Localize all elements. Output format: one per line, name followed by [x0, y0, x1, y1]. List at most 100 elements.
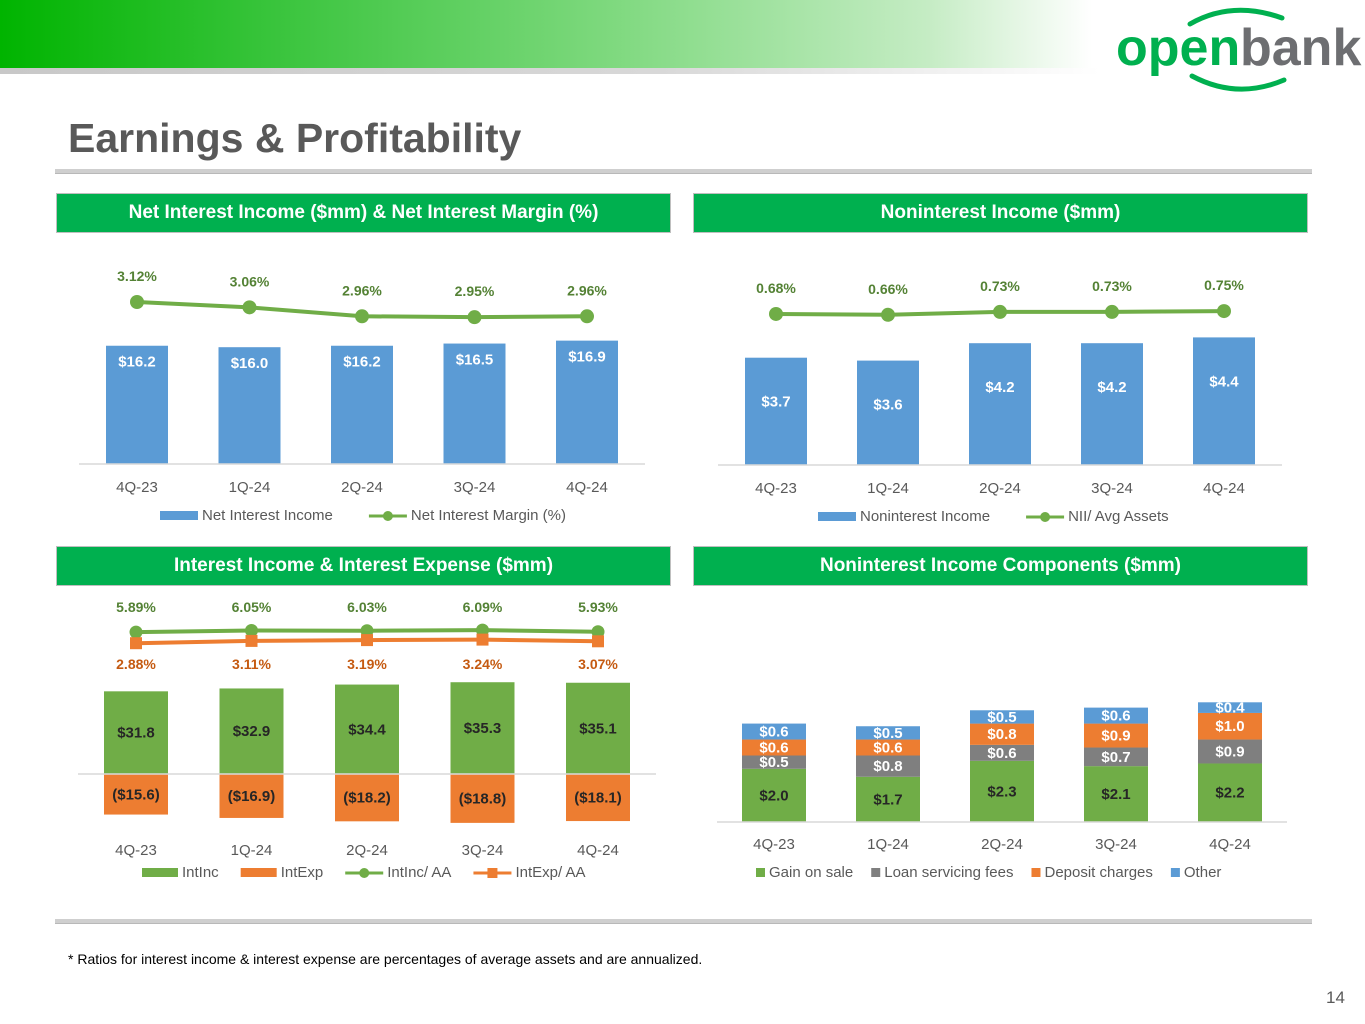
- panel-header-interest-income-expense: Interest Income & Interest Expense ($mm): [56, 546, 671, 586]
- bar-segment-gain-on-sale: [856, 776, 920, 822]
- x-tick-label: 1Q-24: [867, 836, 909, 853]
- legend-label-other: Other: [1184, 864, 1222, 881]
- line-point-nii-avg-assets: [1217, 304, 1231, 319]
- x-tick-label: 1Q-24: [229, 479, 271, 496]
- line-point-net-interest-margin: [580, 309, 594, 324]
- bar-intinc: [219, 688, 284, 774]
- line-point-net-interest-margin: [467, 310, 482, 325]
- line-point-intexp-aa: [361, 634, 373, 647]
- bar-intinc: [104, 691, 168, 774]
- legend-swatch-loan-servicing-fees: [871, 868, 881, 877]
- bar-data-label: $2.0: [759, 787, 788, 804]
- bar-data-label: $32.9: [233, 723, 271, 740]
- bar-segment-other: [1084, 707, 1148, 724]
- bar-data-label: ($15.6): [112, 786, 160, 803]
- bar-segment-gain-on-sale: [742, 768, 806, 822]
- legend-swatch-gain-on-sale: [756, 868, 765, 877]
- x-tick-label: 3Q-24: [1095, 836, 1137, 853]
- bar-segment-loan-servicing-fees: [970, 744, 1034, 761]
- bar-data-label: $0.6: [873, 740, 902, 757]
- legend-marker-nii-avg-assets: [1040, 512, 1051, 522]
- chart-interest-income-expense: $31.8 $32.9 $34.4 $35.3 $35.1 ($15.6) ($16.9) (…: [78, 599, 656, 881]
- bar-data-label: $0.6: [1101, 708, 1130, 725]
- line-point-intexp-aa: [130, 637, 142, 650]
- panel-header-net-interest-income: Net Interest Income ($mm) & Net Interest…: [56, 193, 671, 233]
- x-tick-label: 4Q-23: [115, 842, 157, 859]
- bar-segment-deposit-charges: [742, 739, 806, 756]
- line-data-label: 3.06%: [230, 273, 270, 289]
- bar-data-label: $16.2: [118, 354, 156, 371]
- bar-data-label: $0.6: [759, 740, 788, 757]
- bar-intexp: [566, 774, 630, 822]
- bar-intinc: [450, 682, 515, 774]
- bar-intexp: [104, 774, 168, 815]
- line-point-nii-avg-assets: [993, 304, 1007, 319]
- bar-data-label: $0.9: [1101, 728, 1130, 745]
- x-tick-label: 2Q-24: [981, 836, 1023, 853]
- legend-swatch-intexp: [240, 868, 277, 877]
- bar-segment-loan-servicing-fees: [856, 755, 920, 777]
- bar-noninterest-income: [857, 360, 919, 465]
- bar-data-label: ($16.9): [228, 788, 276, 805]
- legend-swatch-other: [1170, 868, 1180, 877]
- bar-segment-other: [742, 723, 806, 740]
- bar-data-label: $35.1: [579, 720, 617, 737]
- line-point-intinc-aa: [591, 625, 605, 639]
- legend-marker-net-interest-margin: [382, 511, 393, 521]
- line-point-intexp-aa: [476, 633, 489, 646]
- bar-data-label: $0.7: [1101, 749, 1130, 766]
- bar-noninterest-income: [745, 357, 807, 465]
- line-point-nii-avg-assets: [881, 307, 895, 322]
- x-tick-label: 1Q-24: [867, 480, 909, 497]
- bar-net-interest-income: [556, 340, 618, 464]
- title-rule: [55, 169, 1312, 174]
- bar-data-label: $3.6: [873, 397, 902, 414]
- bar-data-label: $0.5: [873, 725, 902, 742]
- line-point-intexp-aa: [245, 634, 258, 647]
- bar-data-label: $0.9: [1215, 744, 1244, 761]
- bar-data-label: $16.9: [568, 349, 606, 366]
- legend-marker-intexp-aa: [487, 868, 498, 878]
- bar-segment-gain-on-sale: [970, 760, 1034, 822]
- bar-net-interest-income: [331, 345, 393, 464]
- bar-data-label: $0.6: [987, 745, 1016, 762]
- bar-segment-gain-on-sale: [1198, 763, 1262, 822]
- line-data-label: 0.68%: [756, 280, 796, 296]
- x-tick-label: 4Q-24: [1203, 480, 1245, 497]
- line-data-label: 2.95%: [455, 283, 495, 299]
- bar-data-label: $31.8: [117, 725, 155, 742]
- bar-data-label: $0.4: [1215, 700, 1245, 717]
- bar-net-interest-income: [106, 345, 168, 464]
- bar-segment-other: [1198, 702, 1262, 713]
- bar-segment-other: [970, 710, 1034, 724]
- line-data-label: 2.96%: [342, 282, 382, 298]
- bar-intexp: [335, 774, 399, 822]
- bar-segment-loan-servicing-fees: [1084, 747, 1148, 767]
- line-point-nii-avg-assets: [1105, 304, 1119, 319]
- x-tick-label: 3Q-24: [462, 842, 504, 859]
- bar-data-label: ($18.1): [574, 790, 622, 807]
- x-tick-label: 4Q-23: [755, 480, 797, 497]
- x-tick-label: 2Q-24: [341, 479, 383, 496]
- line-point-intinc-aa: [129, 625, 143, 639]
- legend-label-nii-avg-assets: NII/ Avg Assets: [1068, 508, 1169, 525]
- bar-data-label: $0.5: [759, 754, 788, 771]
- line-data-label: 3.11%: [232, 656, 271, 672]
- x-tick-label: 3Q-24: [1091, 480, 1133, 497]
- bar-intinc: [566, 682, 630, 774]
- bar-data-label: $35.3: [464, 720, 502, 737]
- line-data-label: 0.73%: [980, 278, 1020, 294]
- legend-swatch-intinc: [142, 868, 178, 877]
- bar-segment-deposit-charges: [970, 723, 1034, 745]
- bar-data-label: $1.7: [873, 791, 902, 808]
- x-tick-label: 4Q-23: [753, 836, 795, 853]
- bar-segment-other: [856, 726, 920, 740]
- legend-label-gain-on-sale: Gain on sale: [769, 864, 853, 881]
- bar-data-label: $4.2: [1097, 379, 1126, 396]
- footer-rule: [55, 919, 1312, 924]
- bar-data-label: $0.6: [759, 724, 788, 741]
- bar-noninterest-income: [1193, 337, 1255, 465]
- line-data-label: 3.07%: [578, 656, 618, 672]
- x-tick-label: 3Q-24: [454, 479, 496, 496]
- logo-arc-bottom: [1189, 73, 1287, 92]
